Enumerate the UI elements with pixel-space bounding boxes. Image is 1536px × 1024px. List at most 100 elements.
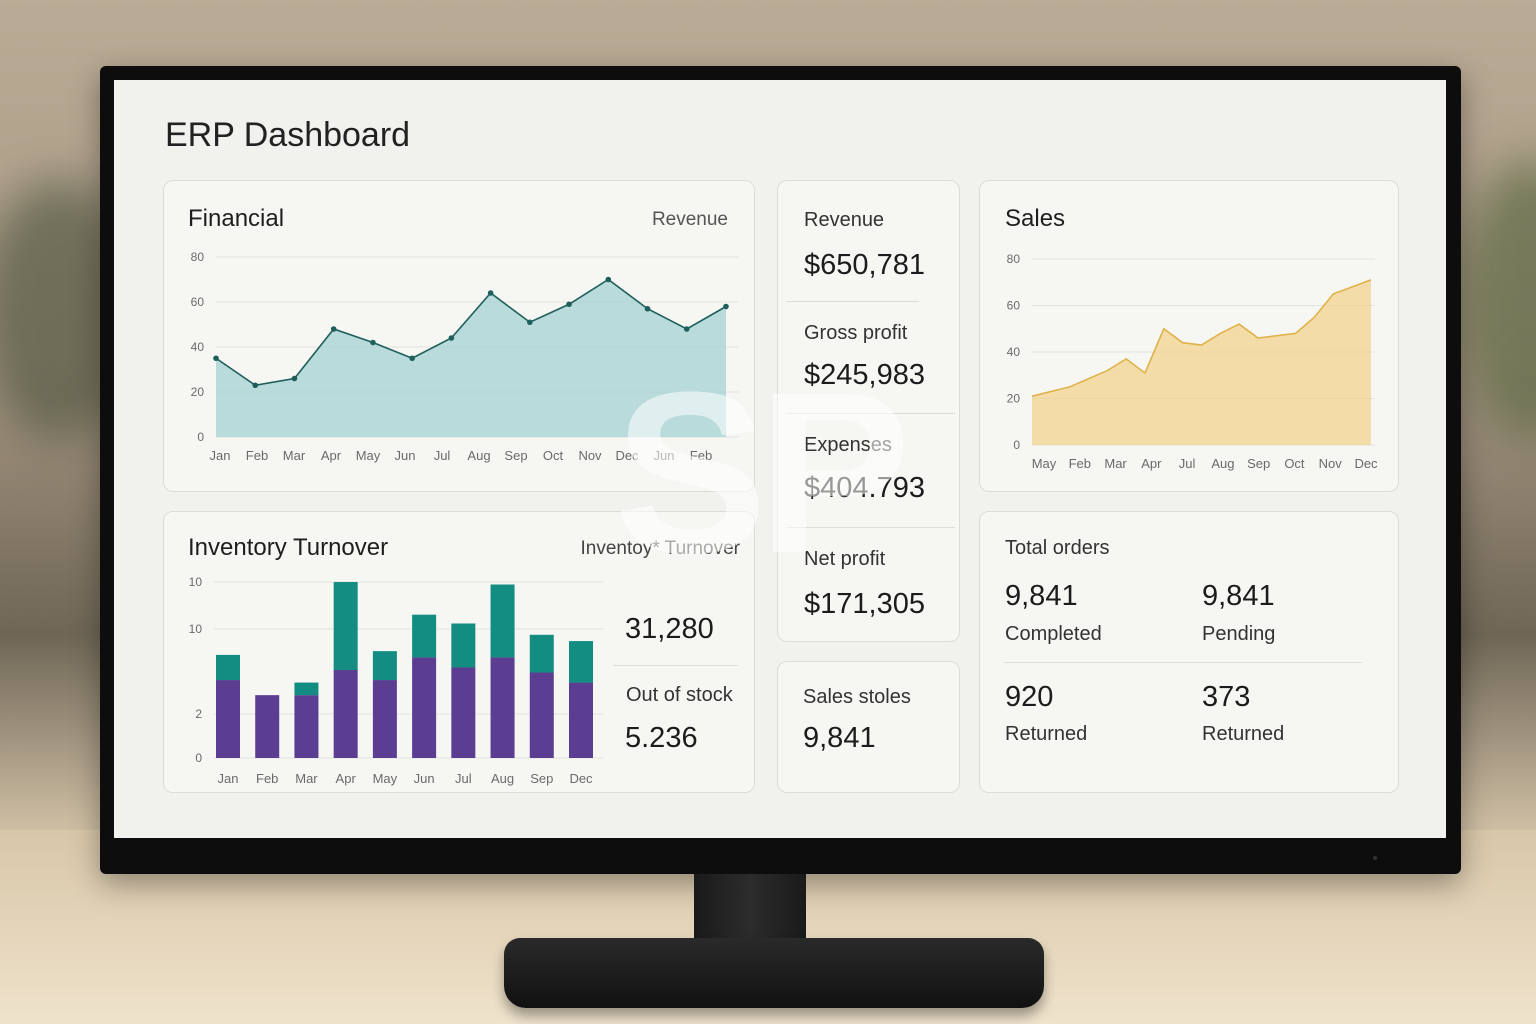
inventory-x-tick-label: Jul: [455, 771, 472, 786]
undefined-x-tick-label: May: [356, 448, 381, 463]
inventory-bar-segment: [529, 672, 554, 758]
undefined-y-tick-label: 0: [197, 430, 204, 444]
undefined-y-tick-label: 0: [1013, 438, 1020, 452]
gross-profit-value: $245,983: [804, 359, 925, 391]
inventory-bar-segment: [529, 634, 554, 673]
kpi-divider: [786, 413, 955, 414]
undefined-y-tick-label: 40: [1007, 345, 1021, 359]
inventory-x-tick-label: Dec: [569, 771, 593, 786]
inventory-x-tick-label: Feb: [256, 771, 278, 786]
gross-profit-label: Gross profit: [804, 322, 908, 344]
undefined-data-point: [409, 355, 415, 362]
undefined-data-point: [566, 301, 572, 308]
power-indicator: [1373, 856, 1377, 860]
undefined-x-tick-label: Nov: [1319, 456, 1343, 471]
orders-divider: [1004, 662, 1362, 663]
financial-card: Financial Revenue 0 20 40 60 80 Jan Feb Mar Apr M…: [163, 180, 755, 492]
undefined-y-tick-label: 20: [191, 385, 205, 399]
inventory-y-tick-label: 10: [189, 622, 203, 636]
inventory-x-tick-label: Jun: [414, 771, 435, 786]
undefined-x-tick-label: Dec: [1354, 456, 1378, 471]
undefined-x-tick-label: Oct: [1284, 456, 1305, 471]
inventory-y-tick-label: 2: [195, 707, 202, 721]
undefined-x-tick-label: Feb: [1069, 456, 1091, 471]
undefined-data-point: [252, 382, 259, 389]
undefined-data-point: [644, 305, 651, 312]
undefined-data-point: [448, 335, 455, 341]
inventory-bar-segment: [490, 657, 515, 758]
inventory-bar-segment: [294, 695, 319, 758]
returned-label-2: Returned: [1202, 723, 1285, 745]
inventory-y-tick-label: 0: [195, 751, 202, 765]
screen: ERP Dashboard Financial Revenue 0 20 40 60 8…: [114, 80, 1446, 838]
undefined-data-point: [370, 339, 376, 346]
completed-label: Completed: [1005, 623, 1102, 645]
undefined-data-point: [487, 290, 494, 296]
undefined-data-point: [723, 303, 729, 310]
inventory-divider: [613, 665, 738, 666]
undefined-data-point: [213, 355, 219, 362]
financial-legend[interactable]: Revenue: [651, 209, 728, 230]
undefined-y-tick-label: 80: [1007, 252, 1021, 266]
revenue-value: $650,781: [804, 249, 925, 281]
total-orders-title: Total orders: [1005, 537, 1110, 559]
undefined-x-tick-label: Sep: [1247, 456, 1270, 471]
inventory-bar-segment: [333, 582, 358, 670]
undefined-x-tick-label: Mar: [283, 448, 306, 463]
inventory-x-tick-label: Apr: [336, 771, 357, 786]
sales-title: Sales: [1005, 205, 1066, 232]
inventory-x-tick-label: Mar: [295, 771, 318, 786]
background-plant-right: [1460, 160, 1536, 440]
undefined-y-tick-label: 60: [1007, 299, 1021, 313]
out-of-stock-label: Out of stock: [626, 684, 733, 706]
sales-stoles-card: Sales stoles 9,841: [777, 661, 960, 793]
kpi-card: Revenue $650,781 Gross profit $245,983 E…: [777, 180, 960, 642]
total-orders-card: Total orders 9,841 Completed 9,841 Pendi…: [979, 511, 1399, 793]
net-profit-value: $171,305: [804, 588, 925, 620]
inventory-x-tick-label: Jan: [218, 771, 239, 786]
undefined-x-tick-label: Sep: [504, 448, 527, 463]
completed-value: 9,841: [1005, 580, 1078, 612]
sales-stoles-label: Sales stoles: [803, 686, 911, 708]
out-of-stock-value: 5.236: [625, 722, 698, 754]
inventory-bar-segment: [294, 682, 319, 696]
undefined-series-line: [1031, 279, 1372, 397]
inventory-bar-segment: [216, 654, 240, 681]
expenses-label: Expenses: [804, 434, 892, 456]
undefined-x-tick-label: Jun: [395, 448, 416, 463]
undefined-area-fill: [216, 279, 726, 437]
inventory-title: Inventory Turnover: [188, 534, 389, 561]
financial-title: Financial: [188, 205, 285, 232]
undefined-x-tick-label: Nov: [578, 448, 602, 463]
sales-area-chart: 0 20 40 60 80 May Feb Mar Apr Jul Aug Sep Oct Nov Dec: [1007, 252, 1378, 471]
undefined-x-tick-label: Jun: [654, 448, 675, 463]
inventory-bar-segment: [569, 682, 593, 758]
inventory-bar-chart: 0 2 10 10 Jan Feb Mar Apr May Jun Jul Aug Sep Dec: [189, 575, 604, 786]
undefined-x-tick-label: Apr: [321, 448, 342, 463]
undefined-area-fill: [1032, 279, 1371, 445]
monitor-stand: [504, 938, 1044, 1008]
inventory-x-tick-label: Sep: [530, 771, 553, 786]
undefined-x-tick-label: Jul: [1179, 456, 1196, 471]
inventory-card: Inventory Turnover Inventoy* Turnover 0 2…: [163, 511, 755, 793]
returned-value-2: 373: [1202, 681, 1251, 713]
undefined-x-tick-label: Dec: [615, 448, 639, 463]
inventory-bar-segment: [412, 614, 437, 658]
inventory-stat-value: 31,280: [625, 613, 714, 645]
inventory-bar-segment: [255, 695, 280, 758]
returned-label: Returned: [1005, 723, 1088, 745]
kpi-divider: [786, 301, 919, 302]
inventory-bar-segment: [372, 651, 397, 681]
undefined-data-point: [605, 276, 612, 283]
inventory-bar-segment: [216, 680, 240, 758]
undefined-x-tick-label: Jul: [434, 448, 451, 463]
inventory-legend[interactable]: Inventoy* Turnover: [580, 538, 740, 559]
revenue-label: Revenue: [804, 209, 885, 231]
sales-card: Sales 0 20 40 60 80 May Feb Mar Apr Jul Aug Sep Oct N…: [979, 180, 1399, 492]
expenses-value: $404.793: [804, 472, 925, 504]
returned-value: 920: [1005, 681, 1054, 713]
page-title: ERP Dashboard: [165, 116, 411, 154]
undefined-x-tick-label: Aug: [467, 448, 490, 463]
undefined-data-point: [330, 326, 337, 332]
inventory-bar-segment: [569, 641, 593, 683]
